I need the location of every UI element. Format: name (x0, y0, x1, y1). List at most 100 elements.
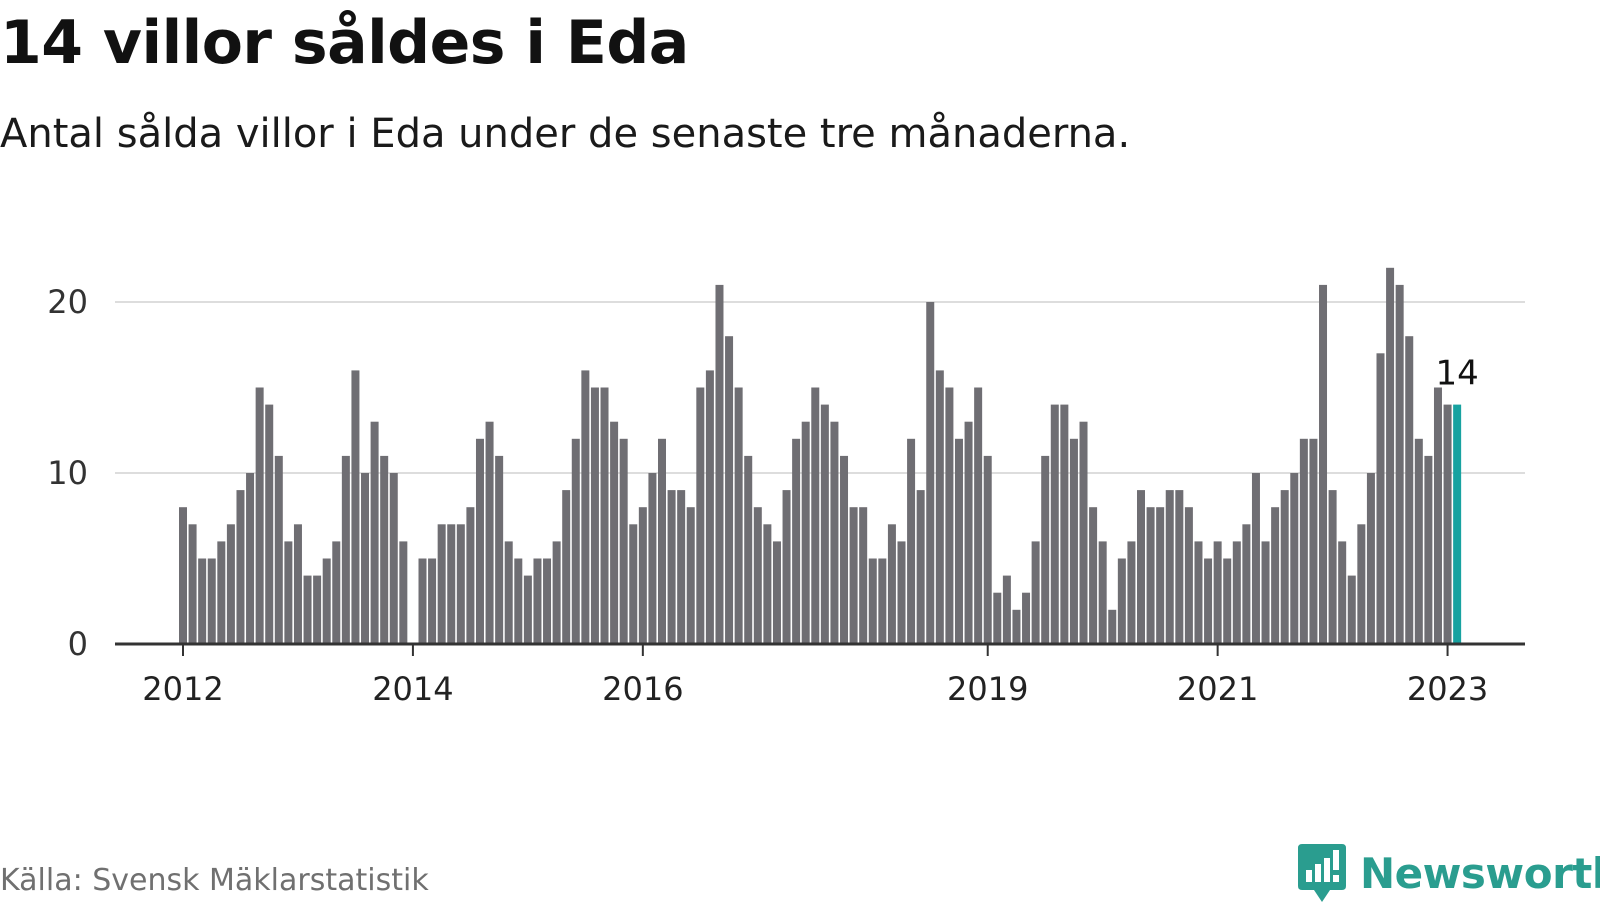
bar (1194, 541, 1203, 644)
bar (1060, 404, 1069, 644)
bar (1069, 438, 1078, 644)
bar (332, 541, 341, 644)
brand-name: Newsworthy (1360, 848, 1600, 898)
bar (677, 490, 686, 644)
bar (619, 438, 628, 644)
bar (897, 541, 906, 644)
bar (485, 421, 494, 644)
bar (753, 507, 762, 644)
bar (1127, 541, 1136, 644)
bar (514, 558, 523, 644)
bar (1357, 524, 1366, 644)
bar (964, 421, 973, 644)
bar (849, 507, 858, 644)
bar (475, 438, 484, 644)
bar (840, 455, 849, 644)
highlight-data-label: 14 (1436, 354, 1479, 394)
newsworthy-icon (1298, 844, 1346, 902)
bar (907, 438, 916, 644)
bar (1050, 404, 1059, 644)
bar (1251, 473, 1260, 644)
x-tick-label: 2023 (1407, 670, 1488, 708)
bar (437, 524, 446, 644)
bar (1433, 387, 1442, 644)
bar (1184, 507, 1193, 644)
bar (313, 575, 322, 644)
bar (1165, 490, 1174, 644)
bar (1376, 353, 1385, 644)
bar (447, 524, 456, 644)
bar (552, 541, 561, 644)
bar (811, 387, 820, 644)
bar (207, 558, 216, 644)
bar (533, 558, 542, 644)
bar (1002, 575, 1011, 644)
x-tick-label: 2016 (602, 670, 683, 708)
bar (935, 370, 944, 644)
bar (418, 558, 427, 644)
bar (983, 455, 992, 644)
bar (1280, 490, 1289, 644)
bar (887, 524, 896, 644)
x-tick-label: 2019 (947, 670, 1028, 708)
chart-subtitle: Antal sålda villor i Eda under de senast… (0, 111, 1131, 157)
bar (1156, 507, 1165, 644)
bar (590, 387, 599, 644)
x-tick-label: 2014 (372, 670, 453, 708)
bar (1079, 421, 1088, 644)
bar (744, 455, 753, 644)
bar (217, 541, 226, 644)
bar (859, 507, 868, 644)
bar (1261, 541, 1270, 644)
bar (1117, 558, 1126, 644)
bar (1146, 507, 1155, 644)
x-tick-label: 2021 (1177, 670, 1258, 708)
bar (1175, 490, 1184, 644)
source-note: Källa: Svensk Mäklarstatistik (0, 863, 429, 898)
bar (1366, 473, 1375, 644)
bar (638, 507, 647, 644)
y-tick-label: 20 (47, 283, 88, 321)
bar (1338, 541, 1347, 644)
bar (380, 455, 389, 644)
bar (1012, 609, 1021, 644)
bar (1098, 541, 1107, 644)
bar (1271, 507, 1280, 644)
bar (1395, 284, 1404, 644)
bar (1242, 524, 1251, 644)
bar (993, 592, 1002, 644)
bar (974, 387, 983, 644)
bar (236, 490, 245, 644)
bar (725, 336, 734, 644)
bar (303, 575, 312, 644)
bar (495, 455, 504, 644)
bar (658, 438, 666, 644)
bar (648, 473, 657, 644)
bar (293, 524, 302, 644)
bar (868, 558, 877, 644)
bar (926, 302, 935, 644)
bar (370, 421, 379, 644)
bar (255, 387, 264, 644)
bar (1204, 558, 1213, 644)
bar (226, 524, 235, 644)
bar (1443, 404, 1452, 644)
newsworthy-logo: Newsworthy (1296, 840, 1600, 906)
bar (188, 524, 197, 644)
bar (274, 455, 283, 644)
bar (1453, 404, 1462, 644)
bar (1031, 541, 1040, 644)
bar (696, 387, 705, 644)
bar (715, 284, 724, 644)
bar (705, 370, 714, 644)
bar (399, 541, 408, 644)
x-tick-label: 2012 (142, 670, 223, 708)
bar (1213, 541, 1222, 644)
bar (246, 473, 255, 644)
bar (792, 438, 801, 644)
bar (1328, 490, 1337, 644)
bar (466, 507, 475, 644)
bar (265, 404, 274, 644)
bar (1022, 592, 1031, 644)
